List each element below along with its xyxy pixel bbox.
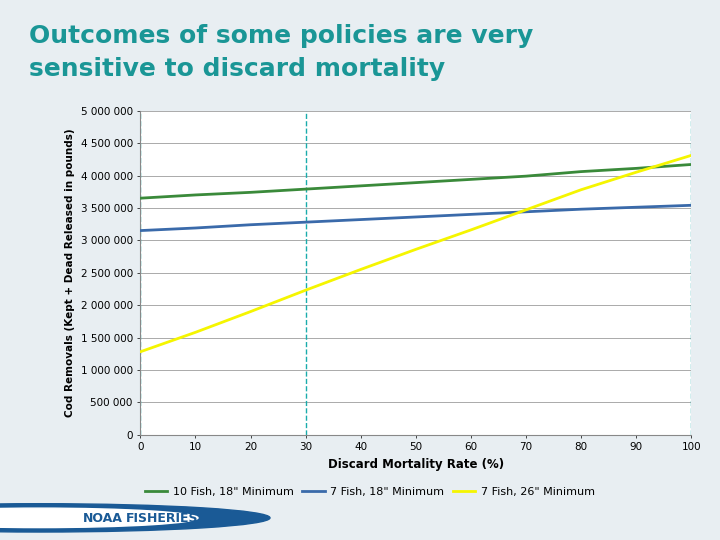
Text: NOAA: NOAA <box>83 512 122 525</box>
Text: FISHERIES: FISHERIES <box>126 512 199 525</box>
Text: Outcomes of some policies are very: Outcomes of some policies are very <box>29 24 533 48</box>
Text: sensitive to discard mortality: sensitive to discard mortality <box>29 57 445 80</box>
Circle shape <box>0 508 198 528</box>
X-axis label: Discard Mortality Rate (%): Discard Mortality Rate (%) <box>328 458 504 471</box>
Circle shape <box>0 504 270 532</box>
Y-axis label: Cod Removals (Kept + Dead Released in pounds): Cod Removals (Kept + Dead Released in po… <box>65 129 75 417</box>
Legend: 10 Fish, 18" Minimum, 7 Fish, 18" Minimum, 7 Fish, 26" Minimum: 10 Fish, 18" Minimum, 7 Fish, 18" Minimu… <box>140 482 599 501</box>
